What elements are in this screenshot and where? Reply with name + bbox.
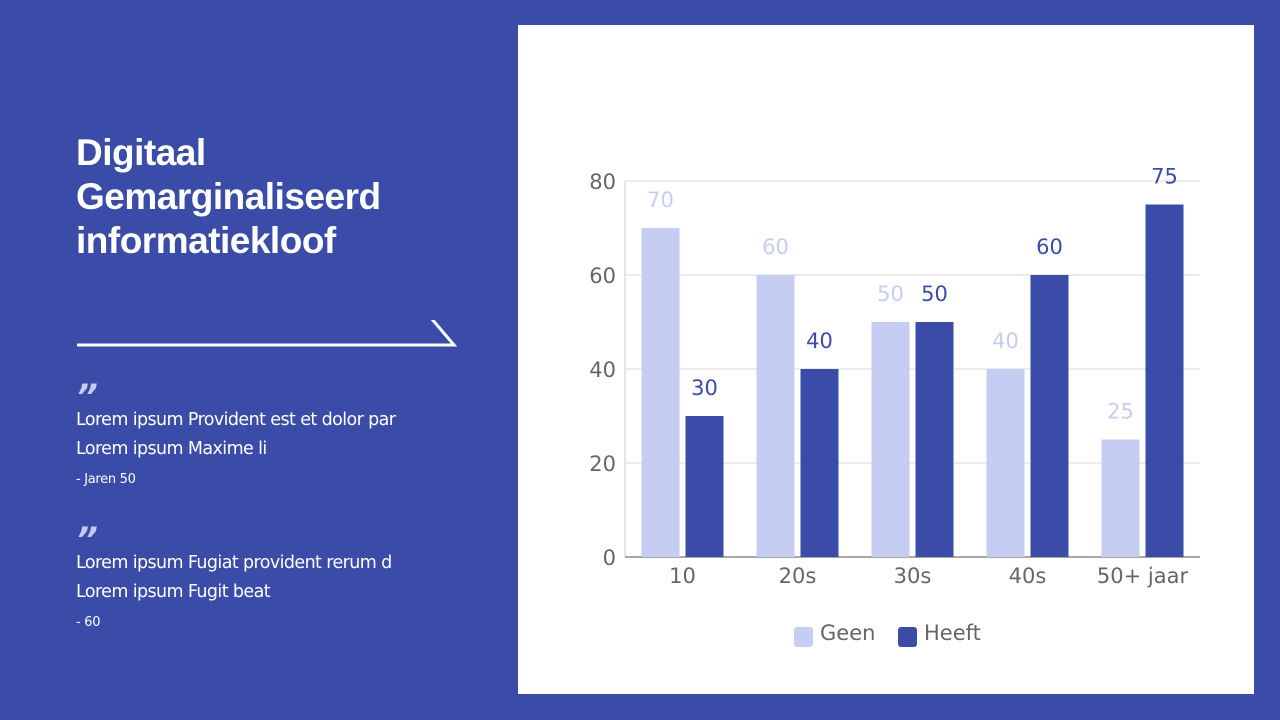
bar-geen (871, 322, 910, 557)
data-label: 25 (1107, 400, 1134, 424)
slide-title: Digitaal Gemarginaliseerd informatiekloo… (76, 131, 476, 263)
y-tick-label: 20 (589, 452, 616, 476)
bar-geen (986, 369, 1025, 557)
quote-source: - Jaren 50 (76, 472, 136, 487)
data-label: 50 (921, 282, 948, 306)
data-label: 60 (1036, 235, 1063, 259)
quote-line: Lorem ipsum Fugit beat (76, 582, 271, 602)
quote-source: - 60 (76, 615, 101, 630)
data-label: 50 (877, 282, 904, 306)
quote-text: Lorem ipsum Provident est et dolor par L… (76, 406, 476, 464)
bar-heeft (685, 416, 724, 557)
y-tick-label: 0 (603, 546, 616, 570)
quote-block: ” Lorem ipsum Fugiat provident rerum d L… (76, 520, 476, 630)
chart-panel: 0 20 40 60 80 70 30 10 60 40 20s 50 50 30s 40 60 40s 25 75… (518, 25, 1254, 694)
bar-geen (756, 275, 795, 557)
title-line: Digitaal (76, 132, 206, 173)
quote-mark-icon: ” (76, 520, 98, 560)
legend-swatch-geen (794, 627, 813, 647)
data-label: 60 (762, 235, 789, 259)
quote-text: Lorem ipsum Fugiat provident rerum d Lor… (76, 549, 476, 607)
bar-heeft (800, 369, 839, 557)
legend-swatch-heeft (898, 627, 917, 647)
quote-line: Lorem ipsum Provident est et dolor par (76, 410, 396, 430)
title-line: Gemarginaliseerd (76, 176, 381, 217)
x-tick-label: 10 (669, 564, 696, 588)
bar-heeft (915, 322, 954, 557)
bar-chart: 0 20 40 60 80 70 30 10 60 40 20s 50 50 30s 40 60 40s 25 75… (589, 165, 1200, 647)
x-tick-label: 30s (894, 564, 932, 588)
arrow-divider (77, 320, 457, 347)
bar-heeft (1030, 275, 1069, 557)
data-label: 40 (806, 329, 833, 353)
quote-line: Lorem ipsum Fugiat provident rerum d (76, 553, 392, 573)
bar-geen (641, 228, 680, 557)
quote-mark-icon: ” (76, 377, 98, 417)
data-label: 70 (647, 188, 674, 212)
y-tick-label: 80 (589, 170, 616, 194)
legend-label: Heeft (924, 621, 981, 645)
quote-line: Lorem ipsum Maxime li (76, 439, 267, 459)
x-tick-label: 40s (1009, 564, 1047, 588)
data-label: 75 (1151, 165, 1178, 189)
y-tick-label: 40 (589, 358, 616, 382)
x-tick-label: 20s (779, 564, 817, 588)
y-tick-label: 60 (589, 264, 616, 288)
x-tick-label: 50+ jaar (1097, 564, 1189, 588)
legend-label: Geen (820, 621, 875, 645)
data-label: 30 (691, 376, 718, 400)
data-label: 40 (992, 329, 1019, 353)
bar-heeft (1145, 204, 1184, 557)
title-line: informatiekloof (76, 220, 336, 261)
quote-block: ” Lorem ipsum Provident est et dolor par… (76, 377, 476, 487)
bar-geen (1101, 439, 1140, 557)
